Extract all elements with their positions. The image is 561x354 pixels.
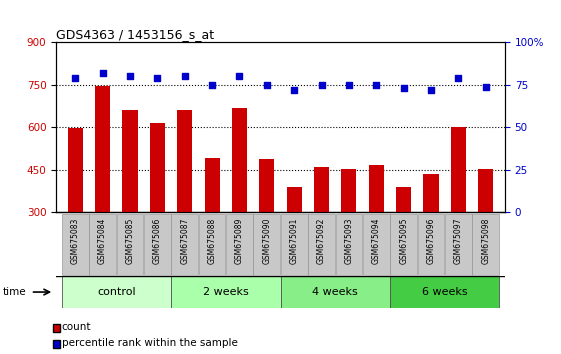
Bar bbox=[177, 110, 192, 212]
Point bbox=[454, 75, 463, 81]
Bar bbox=[150, 124, 165, 212]
Bar bbox=[308, 214, 335, 275]
Point bbox=[98, 70, 107, 76]
Bar bbox=[62, 276, 171, 308]
Bar bbox=[390, 214, 417, 275]
Point bbox=[481, 84, 490, 90]
Bar bbox=[280, 214, 307, 275]
Text: GSM675093: GSM675093 bbox=[344, 217, 353, 264]
Text: GSM675089: GSM675089 bbox=[235, 217, 244, 264]
Point bbox=[399, 86, 408, 91]
Bar bbox=[117, 214, 144, 275]
Text: GSM675097: GSM675097 bbox=[454, 217, 463, 264]
Point bbox=[235, 74, 244, 79]
Bar bbox=[254, 214, 280, 275]
Text: control: control bbox=[97, 287, 136, 297]
Bar bbox=[417, 214, 444, 275]
Bar bbox=[396, 188, 411, 212]
Text: GSM675094: GSM675094 bbox=[372, 217, 381, 264]
Point bbox=[263, 82, 272, 88]
Point bbox=[153, 75, 162, 81]
Text: GSM675087: GSM675087 bbox=[180, 217, 189, 264]
Text: 6 weeks: 6 weeks bbox=[422, 287, 467, 297]
Text: percentile rank within the sample: percentile rank within the sample bbox=[62, 338, 238, 348]
Bar bbox=[95, 86, 110, 212]
Text: GSM675092: GSM675092 bbox=[317, 217, 326, 264]
Bar bbox=[390, 276, 499, 308]
Bar bbox=[280, 276, 390, 308]
Point bbox=[372, 82, 381, 88]
Text: GSM675088: GSM675088 bbox=[208, 217, 217, 264]
Text: GSM675086: GSM675086 bbox=[153, 217, 162, 264]
Point bbox=[126, 74, 135, 79]
Text: GSM675096: GSM675096 bbox=[426, 217, 435, 264]
Bar bbox=[451, 127, 466, 212]
Bar bbox=[445, 214, 472, 275]
Bar bbox=[472, 214, 499, 275]
Point bbox=[317, 82, 326, 88]
Text: GSM675098: GSM675098 bbox=[481, 217, 490, 264]
Bar bbox=[335, 214, 362, 275]
Bar bbox=[62, 214, 89, 275]
Bar bbox=[89, 214, 116, 275]
Bar bbox=[68, 128, 83, 212]
Bar bbox=[171, 276, 280, 308]
Bar bbox=[122, 110, 137, 212]
Text: count: count bbox=[62, 322, 91, 332]
Bar bbox=[232, 108, 247, 212]
Text: 2 weeks: 2 weeks bbox=[203, 287, 249, 297]
Text: GSM675084: GSM675084 bbox=[98, 217, 107, 264]
Text: GSM675091: GSM675091 bbox=[289, 217, 298, 264]
Bar bbox=[287, 188, 302, 212]
Text: time: time bbox=[3, 287, 26, 297]
Text: 4 weeks: 4 weeks bbox=[312, 287, 358, 297]
Bar bbox=[226, 214, 253, 275]
Bar bbox=[342, 169, 356, 212]
Point bbox=[344, 82, 353, 88]
Bar bbox=[259, 159, 274, 212]
Point bbox=[71, 75, 80, 81]
Text: GSM675085: GSM675085 bbox=[126, 217, 135, 264]
Text: GSM675090: GSM675090 bbox=[263, 217, 272, 264]
Bar bbox=[363, 214, 390, 275]
Bar bbox=[424, 174, 439, 212]
Point bbox=[180, 74, 189, 79]
Text: GSM675095: GSM675095 bbox=[399, 217, 408, 264]
Bar bbox=[144, 214, 171, 275]
Point bbox=[426, 87, 435, 93]
Point bbox=[208, 82, 217, 88]
Bar bbox=[369, 165, 384, 212]
Bar bbox=[171, 214, 198, 275]
Bar bbox=[314, 167, 329, 212]
Bar bbox=[478, 169, 493, 212]
Text: GSM675083: GSM675083 bbox=[71, 217, 80, 264]
Text: GDS4363 / 1453156_s_at: GDS4363 / 1453156_s_at bbox=[56, 28, 214, 41]
Bar bbox=[205, 158, 219, 212]
Point bbox=[289, 87, 298, 93]
Bar bbox=[199, 214, 226, 275]
